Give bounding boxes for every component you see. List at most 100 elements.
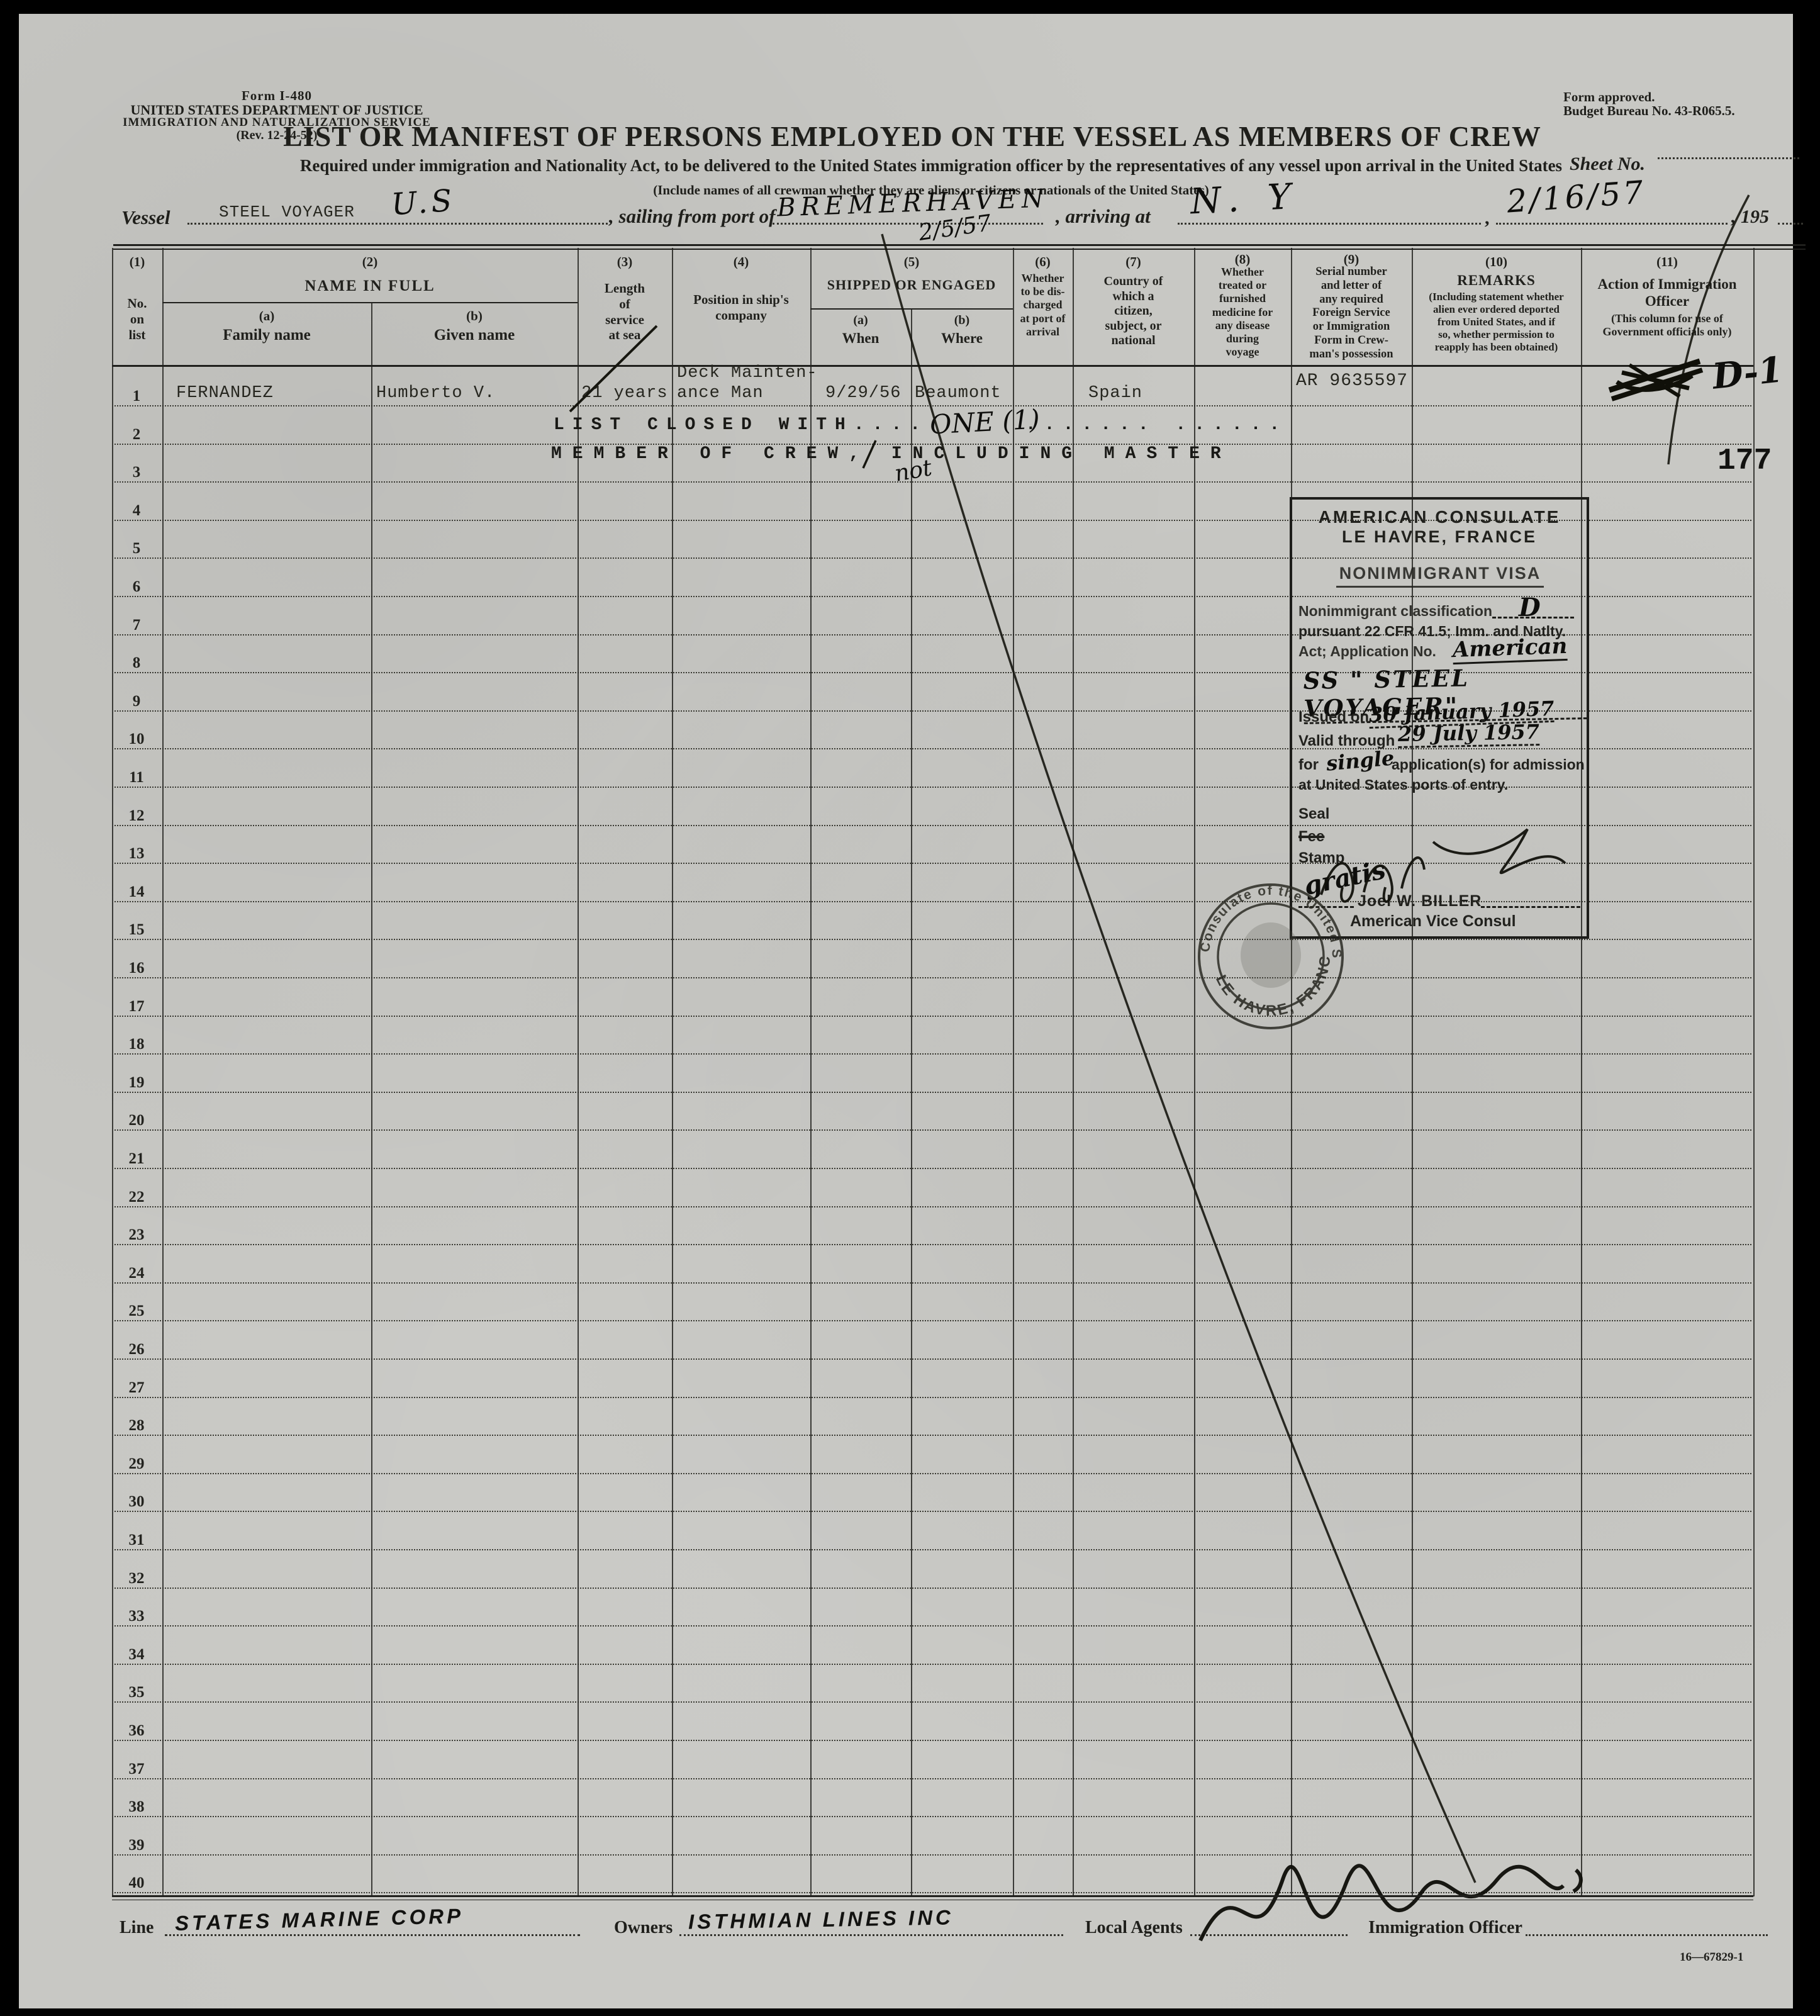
table-row-line	[114, 977, 1751, 978]
owners-rule	[679, 1934, 1063, 1936]
row1-given-name: Humberto V.	[376, 384, 496, 403]
row-number: 38	[128, 1798, 145, 1816]
arrival-port-handwritten: N. Y	[1189, 176, 1301, 223]
vessel-line-rule	[187, 223, 608, 225]
row-number: 16	[128, 960, 145, 977]
col10-number: (10)	[1485, 254, 1507, 269]
page-number-stamp: 177	[1717, 444, 1772, 478]
table-column-line	[371, 302, 372, 1896]
table-row-line	[114, 1206, 1751, 1207]
sailing-from-label: , sailing from port of	[609, 205, 776, 227]
table-column-line	[1581, 248, 1582, 1896]
table-row-line	[114, 1549, 1751, 1550]
local-agents-rule	[1190, 1934, 1348, 1936]
form-approved-line2: Budget Bureau No. 43-R065.5.	[1563, 103, 1735, 118]
col2b-label: Given name	[433, 327, 515, 344]
applications-label: application(s) for admission	[1392, 756, 1585, 773]
col5b-number: (b)	[954, 313, 970, 327]
table-row-line	[114, 1320, 1751, 1322]
subtitle: Required under immigration and Nationali…	[299, 156, 1563, 175]
col3-number: (3)	[617, 254, 633, 269]
arrival-date-rule	[1496, 223, 1728, 225]
consulate-visa-stamp: AMERICAN CONSULATE LE HAVRE, FRANCE NONI…	[1290, 497, 1589, 939]
list-closed-stamp-line1: LIST CLOSED WITH....	[554, 415, 929, 435]
col2-number: (2)	[362, 254, 378, 269]
row-number: 2	[132, 425, 141, 443]
table-row-line	[114, 1892, 1751, 1894]
col1-label: No. on list	[127, 296, 147, 342]
form-revision: (Rev. 12-24-52)	[236, 128, 318, 142]
col11-number: (11)	[1656, 254, 1678, 269]
table-row-line	[114, 1435, 1751, 1436]
col6-label: Whether to be dis- charged at port of ar…	[1020, 272, 1066, 338]
table-row-line	[114, 1244, 1751, 1246]
sheet-no-label: Sheet No.	[1570, 154, 1645, 174]
row-number: 33	[128, 1608, 145, 1625]
col10-label: REMARKS	[1457, 272, 1536, 288]
row-number: 22	[128, 1188, 145, 1206]
table-row-line	[114, 1511, 1751, 1513]
col4-label: Position in ship's company	[693, 292, 789, 323]
comma-separator: ,	[1485, 208, 1490, 228]
row-number: 24	[128, 1264, 145, 1282]
applications-count-handwritten: single	[1325, 746, 1395, 776]
year-rule	[1778, 223, 1803, 225]
line-rule	[165, 1934, 580, 1936]
row-number: 37	[128, 1760, 145, 1778]
arriving-at-label: , arriving at	[1056, 205, 1151, 227]
manifest-paper: Form I-480 UNITED STATES DEPARTMENT OF J…	[19, 14, 1806, 2008]
row-number: 21	[128, 1150, 145, 1167]
consul-title: American Vice Consul	[1350, 912, 1516, 930]
double-rule-top	[113, 244, 1806, 246]
table-row-line	[114, 1472, 1751, 1474]
application-no-handwritten: American	[1452, 633, 1568, 665]
consul-name: Joel W. BILLER	[1358, 892, 1482, 910]
table-column-line	[1013, 248, 1014, 1896]
table-row-line	[114, 1778, 1751, 1779]
fee-label: Fee	[1298, 828, 1325, 845]
table-row-line	[114, 1053, 1751, 1055]
table-column-line	[112, 248, 113, 1896]
page-title: LIST OR MANIFEST OF PERSONS EMPLOYED ON …	[283, 120, 1541, 152]
classification-label: Nonimmigrant classification	[1298, 603, 1493, 619]
col9-label: Serial number and letter of any required…	[1309, 266, 1393, 361]
table-row-line	[114, 1816, 1751, 1818]
owners-label: Owners	[614, 1918, 673, 1937]
table-row-line	[114, 405, 1751, 406]
row-number: 6	[132, 578, 141, 595]
classification-line	[1492, 617, 1574, 619]
row-number: 1	[132, 388, 141, 405]
col7-number: (7)	[1125, 254, 1141, 269]
row-number: 10	[128, 731, 145, 748]
table-row-line	[114, 1625, 1751, 1627]
col2a-label: Family name	[223, 327, 311, 344]
row-number: 20	[128, 1112, 145, 1129]
row-number: 5	[132, 540, 141, 557]
valid-date-handwritten: 29 July 1957	[1397, 720, 1540, 748]
table-row-line	[114, 1854, 1751, 1856]
row-number: 28	[128, 1417, 145, 1435]
col1-number: (1)	[129, 254, 145, 269]
table-bottom-rule	[112, 1895, 1753, 1897]
line-label: Line	[120, 1918, 154, 1937]
action-scribble	[1608, 358, 1704, 401]
row1-country: Spain	[1088, 384, 1143, 403]
col10-note: (Including statement whether alien ever …	[1429, 291, 1564, 354]
row-number: 18	[128, 1036, 145, 1053]
table-row-line	[114, 1282, 1751, 1284]
row-number: 29	[128, 1455, 145, 1472]
consulate-title: AMERICAN CONSULATE	[1318, 507, 1561, 527]
row-number: 3	[132, 464, 141, 481]
agency-name: UNITED STATES DEPARTMENT OF JUSTICE	[130, 102, 423, 118]
print-code: 16—67829-1	[1680, 1951, 1744, 1964]
row-number: 34	[128, 1645, 145, 1663]
table-column-line	[911, 308, 912, 1896]
table-row-line	[114, 1740, 1751, 1741]
row-number: 8	[132, 654, 141, 672]
table-row-line	[114, 1396, 1751, 1398]
table-column-line	[1194, 248, 1195, 1896]
table-column-line	[1291, 248, 1292, 1896]
list-closed-stamp-line2: MEMBER OF CREW, INCLUDING MASTER	[551, 444, 1232, 464]
table-row-line	[114, 1358, 1751, 1360]
